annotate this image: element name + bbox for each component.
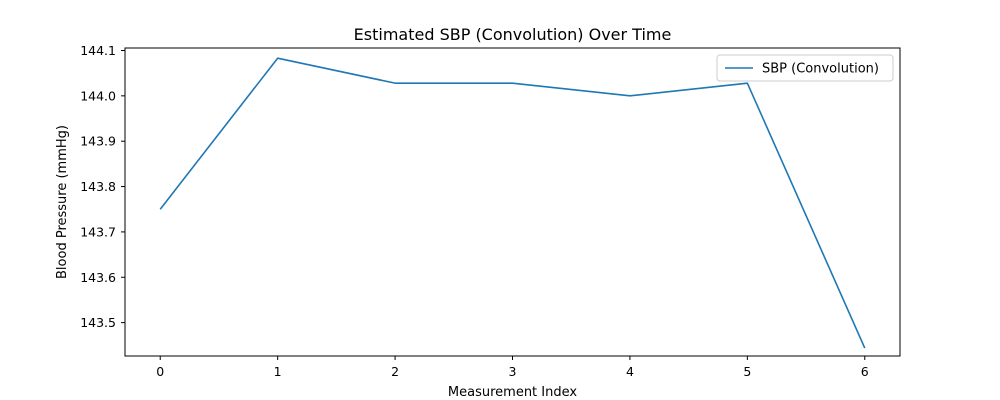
x-tick-label: 6: [861, 364, 869, 379]
series-layer: [159, 57, 866, 349]
x-tick-label: 0: [156, 364, 164, 379]
series-line: [159, 57, 866, 349]
x-tick-label: 4: [626, 364, 634, 379]
plot-area: [124, 47, 901, 357]
y-tick-label: 143.7: [80, 224, 116, 239]
y-tick-label: 144.0: [80, 88, 116, 103]
x-tick-label: 1: [274, 364, 282, 379]
y-axis-label: Blood Pressure (mmHg): [55, 125, 70, 279]
y-tick-label: 143.8: [80, 179, 116, 194]
legend-label: SBP (Convolution): [762, 62, 879, 77]
x-tick-label: 5: [743, 364, 751, 379]
x-axis-label: Measurement Index: [448, 385, 577, 400]
x-tick-label: 3: [509, 364, 517, 379]
y-tick-label: 144.1: [80, 43, 116, 58]
y-tick-label: 143.5: [80, 315, 116, 330]
y-tick-label: 143.6: [80, 270, 116, 285]
x-tick-label: 2: [391, 364, 399, 379]
y-axis: 143.5 143.6 143.7 143.8 143.9 144.0 144.1: [80, 43, 125, 330]
chart-title: Estimated SBP (Convolution) Over Time: [354, 25, 672, 44]
legend-box: [716, 54, 894, 82]
x-axis: 0 1 2 3 4 5 6: [156, 356, 869, 379]
y-tick-label: 143.9: [80, 134, 116, 149]
legend: SBP (Convolution): [716, 54, 894, 82]
